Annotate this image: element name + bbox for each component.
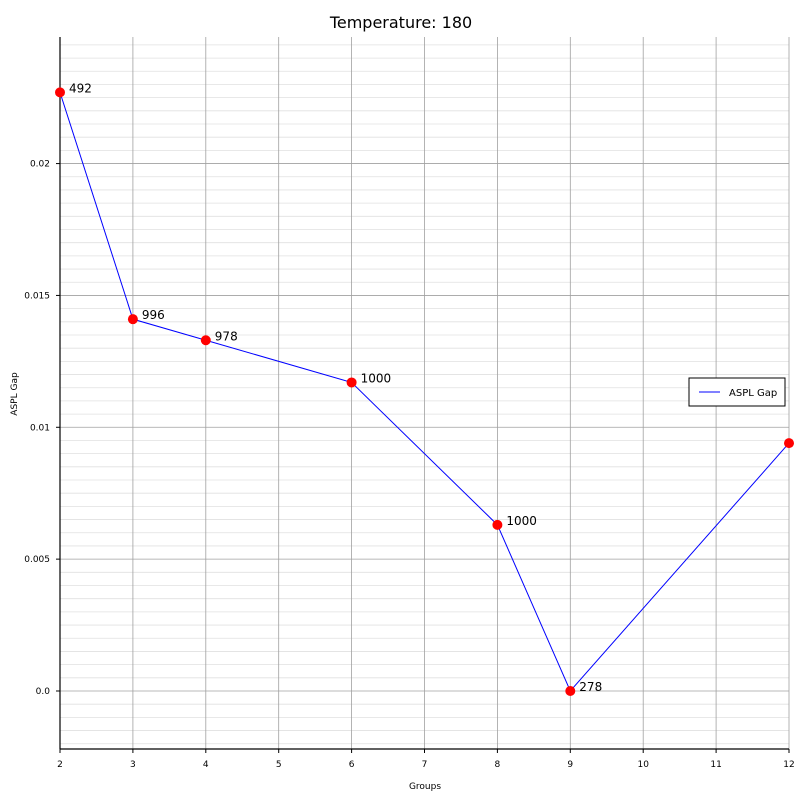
- x-tick-label: 3: [130, 760, 136, 770]
- data-point: [127, 314, 138, 325]
- chart-title: Temperature: 180: [329, 13, 472, 32]
- x-tick-label: 4: [203, 760, 209, 770]
- data-point: [492, 519, 503, 530]
- data-point: [200, 335, 211, 346]
- data-point: [55, 87, 65, 98]
- y-tick-label: 0.0: [36, 687, 51, 697]
- x-tick-label: 2: [57, 760, 63, 770]
- data-point-label: 1000: [361, 371, 392, 385]
- x-tick-label: 11: [710, 760, 721, 770]
- y-tick-label: 0.01: [30, 423, 50, 433]
- series-points: [55, 87, 794, 696]
- data-point-label: 1000: [506, 514, 537, 528]
- x-axis-ticks: 2 3 4 5 6 7 8 9 10 11 12: [57, 749, 795, 770]
- x-axis-label: Groups: [409, 782, 441, 792]
- y-tick-label: 0.005: [24, 555, 50, 565]
- y-tick-label: 0.02: [30, 160, 50, 170]
- data-point-label: 996: [142, 308, 165, 322]
- data-point-label: 492: [69, 81, 92, 95]
- x-tick-label: 5: [276, 760, 282, 770]
- x-tick-label: 12: [783, 760, 794, 770]
- point-labels: 492 996 978 1000 1000 278: [69, 81, 602, 694]
- data-point: [565, 685, 576, 696]
- x-tick-label: 9: [567, 760, 573, 770]
- x-tick-label: 10: [637, 760, 649, 770]
- data-point: [784, 438, 794, 449]
- x-tick-label: 7: [422, 760, 428, 770]
- data-point: [346, 377, 357, 388]
- x-tick-label: 8: [495, 760, 501, 770]
- data-point-label: 978: [215, 329, 238, 343]
- legend: ASPL Gap: [688, 377, 786, 407]
- x-tick-label: 6: [349, 760, 355, 770]
- y-axis-label: ASPL Gap: [10, 372, 20, 416]
- y-tick-label: 0.015: [24, 291, 50, 301]
- data-point-label: 278: [579, 680, 602, 694]
- y-axis-ticks: 0.0 0.005 0.01 0.015 0.02: [24, 160, 60, 697]
- legend-entry-label: ASPL Gap: [729, 388, 777, 399]
